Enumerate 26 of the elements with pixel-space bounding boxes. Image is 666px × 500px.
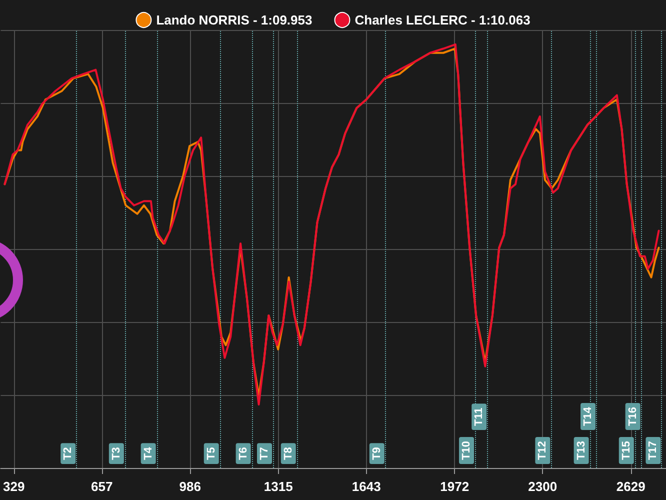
ref-line-label: T5 — [205, 447, 218, 460]
ref-line-label: T12 — [536, 441, 549, 460]
ref-line-label: T7 — [258, 447, 270, 460]
ref-line-label: T17 — [647, 441, 660, 460]
ref-line-label: T11 — [473, 408, 486, 426]
legend-label: Charles LECLERC - 1:10.063 — [354, 12, 530, 28]
ref-line-label: T3 — [110, 447, 122, 460]
ref-line-label: T8 — [282, 447, 294, 460]
x-tick-label: 2629 — [616, 479, 646, 494]
ref-line-label: T10 — [460, 441, 472, 460]
x-tick-label: 1972 — [440, 479, 470, 494]
ref-line-label: T9 — [370, 447, 383, 460]
legend-label: Lando NORRIS - 1:09.953 — [156, 12, 312, 28]
ref-line-label: T4 — [142, 446, 154, 460]
x-tick-label: 1643 — [352, 479, 381, 494]
x-tick-label: 986 — [179, 479, 201, 494]
ref-line-label: T15 — [620, 441, 632, 460]
x-tick-label: 1315 — [264, 479, 293, 494]
x-tick-label: 329 — [2, 479, 25, 494]
ref-line-label: T16 — [626, 407, 639, 426]
x-tick-label: 657 — [90, 479, 113, 494]
x-tick-label: 2300 — [528, 479, 558, 494]
ref-line-label: T6 — [237, 447, 250, 460]
ref-line-label: T2 — [62, 447, 74, 460]
ref-line-label: T13 — [575, 441, 588, 460]
ref-line-label: T14 — [582, 406, 594, 426]
